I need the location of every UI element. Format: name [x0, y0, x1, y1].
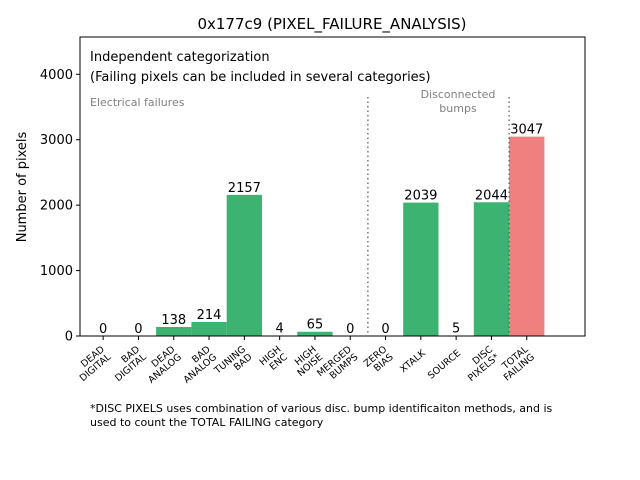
chart-heading-line2: (Failing pixels can be included in sever…	[90, 70, 431, 85]
x-tick-label: BADANALOG	[175, 344, 219, 386]
y-tick-label: 2000	[40, 199, 73, 214]
plot-area: 010002000300040000DEADDIGITAL0BADDIGITAL…	[40, 68, 545, 387]
bar-value-label: 2044	[475, 188, 508, 203]
y-tick-label: 3000	[40, 133, 73, 148]
bar-value-label: 65	[307, 318, 324, 333]
bar	[226, 194, 262, 336]
bar	[403, 202, 439, 336]
plot-frame	[79, 36, 586, 337]
x-tick-label: BADDIGITAL	[107, 344, 149, 384]
bar-value-label: 5	[452, 322, 460, 337]
x-tick-label: ZEROBIAS	[362, 344, 396, 377]
y-axis-label: Number of pixels	[15, 131, 30, 242]
x-tick-label: HIGHENC	[258, 344, 291, 376]
bar-value-label: 2039	[404, 189, 437, 204]
y-tick-label: 1000	[40, 264, 73, 279]
bar-value-label: 214	[197, 308, 222, 323]
bar-value-label: 4	[276, 322, 284, 337]
electrical-failures-label: Electrical failures	[90, 96, 185, 109]
y-tick-label: 4000	[40, 68, 73, 83]
x-tick-label: DEADDIGITAL	[71, 344, 113, 384]
bar	[191, 321, 227, 336]
bar	[156, 326, 192, 336]
footnote: *DISC PIXELS uses combination of various…	[90, 402, 553, 429]
bar-value-label: 3047	[510, 123, 543, 138]
x-tick-label: DISCPIXELS*	[460, 344, 502, 384]
bar-value-label: 0	[99, 322, 107, 337]
bar-value-label: 0	[346, 322, 354, 337]
x-tick-label: MERGEDBUMPS	[315, 344, 360, 387]
x-tick-label: SOURCE	[426, 348, 463, 382]
bar-value-label: 0	[134, 322, 142, 337]
x-tick-label: TOTALFAILING	[495, 344, 537, 384]
bar	[297, 331, 333, 336]
bar-value-label: 0	[381, 322, 389, 337]
x-tick-label: XTALK	[398, 347, 428, 375]
bar-value-label: 2157	[228, 181, 261, 196]
y-tick-label: 0	[65, 330, 73, 345]
bar	[509, 136, 545, 336]
x-tick-label: DEADANALOG	[140, 344, 184, 386]
chart-title: 0x177c9 (PIXEL_FAILURE_ANALYSIS)	[197, 15, 466, 34]
chart-heading-line1: Independent categorization	[90, 50, 270, 65]
x-tick-label: TUNINGBAD	[212, 344, 255, 385]
disconnected-bumps-label: Disconnected bumps	[421, 88, 496, 115]
bar	[473, 202, 510, 336]
bar-value-label: 138	[161, 313, 186, 328]
